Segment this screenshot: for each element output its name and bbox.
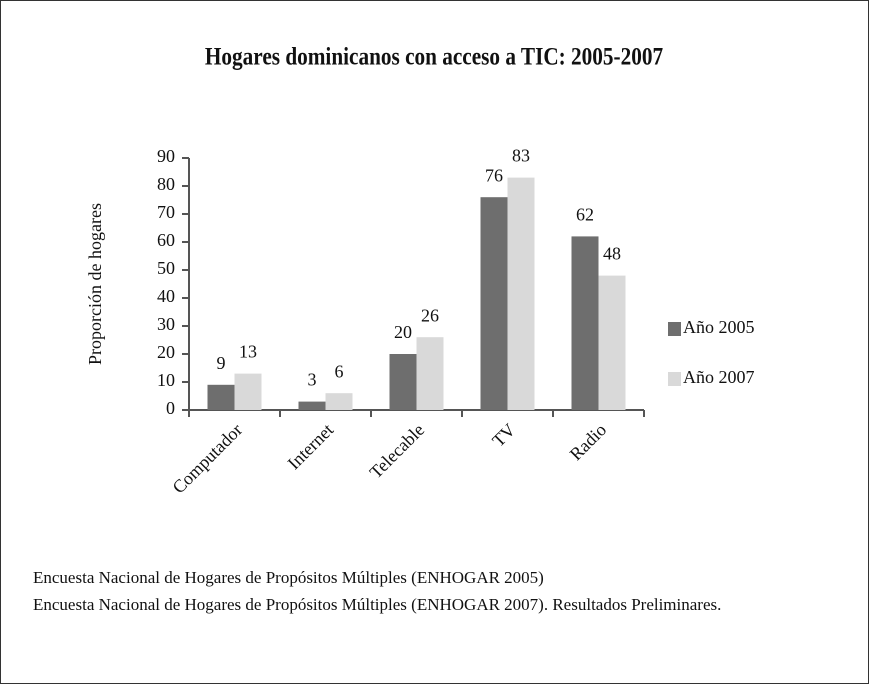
data-label: 3 <box>308 370 317 390</box>
bar <box>480 197 508 410</box>
legend-label: Año 2005 <box>683 317 755 337</box>
y-tick-label: 20 <box>157 342 175 362</box>
data-label: 83 <box>512 146 530 166</box>
legend-swatch <box>668 372 681 386</box>
bar <box>507 177 535 410</box>
data-label: 13 <box>239 342 257 362</box>
x-tick-label: Computador <box>168 420 246 498</box>
y-tick-label: 80 <box>157 174 175 194</box>
x-tick-label: Internet <box>284 420 338 474</box>
y-tick-label: 50 <box>157 258 175 278</box>
data-label: 26 <box>421 305 439 325</box>
x-tick-label: TV <box>488 420 519 451</box>
chart: Hogares dominicanos con acceso a TIC: 20… <box>85 43 755 498</box>
legend-label: Año 2007 <box>683 367 755 387</box>
bar <box>325 393 353 410</box>
y-tick-label: 40 <box>157 286 175 306</box>
bar <box>298 401 326 410</box>
y-tick-label: 10 <box>157 370 175 390</box>
bar <box>207 384 235 410</box>
x-tick-label: Radio <box>566 420 611 465</box>
y-tick-label: 0 <box>166 398 175 418</box>
bar <box>416 337 444 410</box>
note: Encuesta Nacional de Hogares de Propósit… <box>33 595 722 614</box>
data-label: 62 <box>576 205 594 225</box>
y-axis-label: Proporción de hogares <box>85 203 105 365</box>
bar <box>389 354 417 410</box>
data-label: 9 <box>217 353 226 373</box>
bar <box>598 275 626 410</box>
note: Encuesta Nacional de Hogares de Propósit… <box>33 568 544 587</box>
data-label: 6 <box>335 361 344 381</box>
chart-title: Hogares dominicanos con acceso a TIC: 20… <box>205 43 664 71</box>
y-tick-label: 90 <box>157 146 175 166</box>
data-label: 20 <box>394 322 412 342</box>
bar <box>571 236 599 410</box>
legend-swatch <box>668 322 681 336</box>
y-tick-label: 70 <box>157 202 175 222</box>
data-label: 76 <box>485 165 503 185</box>
data-label: 48 <box>603 244 621 264</box>
bar <box>234 373 262 410</box>
y-tick-label: 30 <box>157 314 175 334</box>
y-tick-label: 60 <box>157 230 175 250</box>
x-tick-label: Telecable <box>366 420 429 483</box>
